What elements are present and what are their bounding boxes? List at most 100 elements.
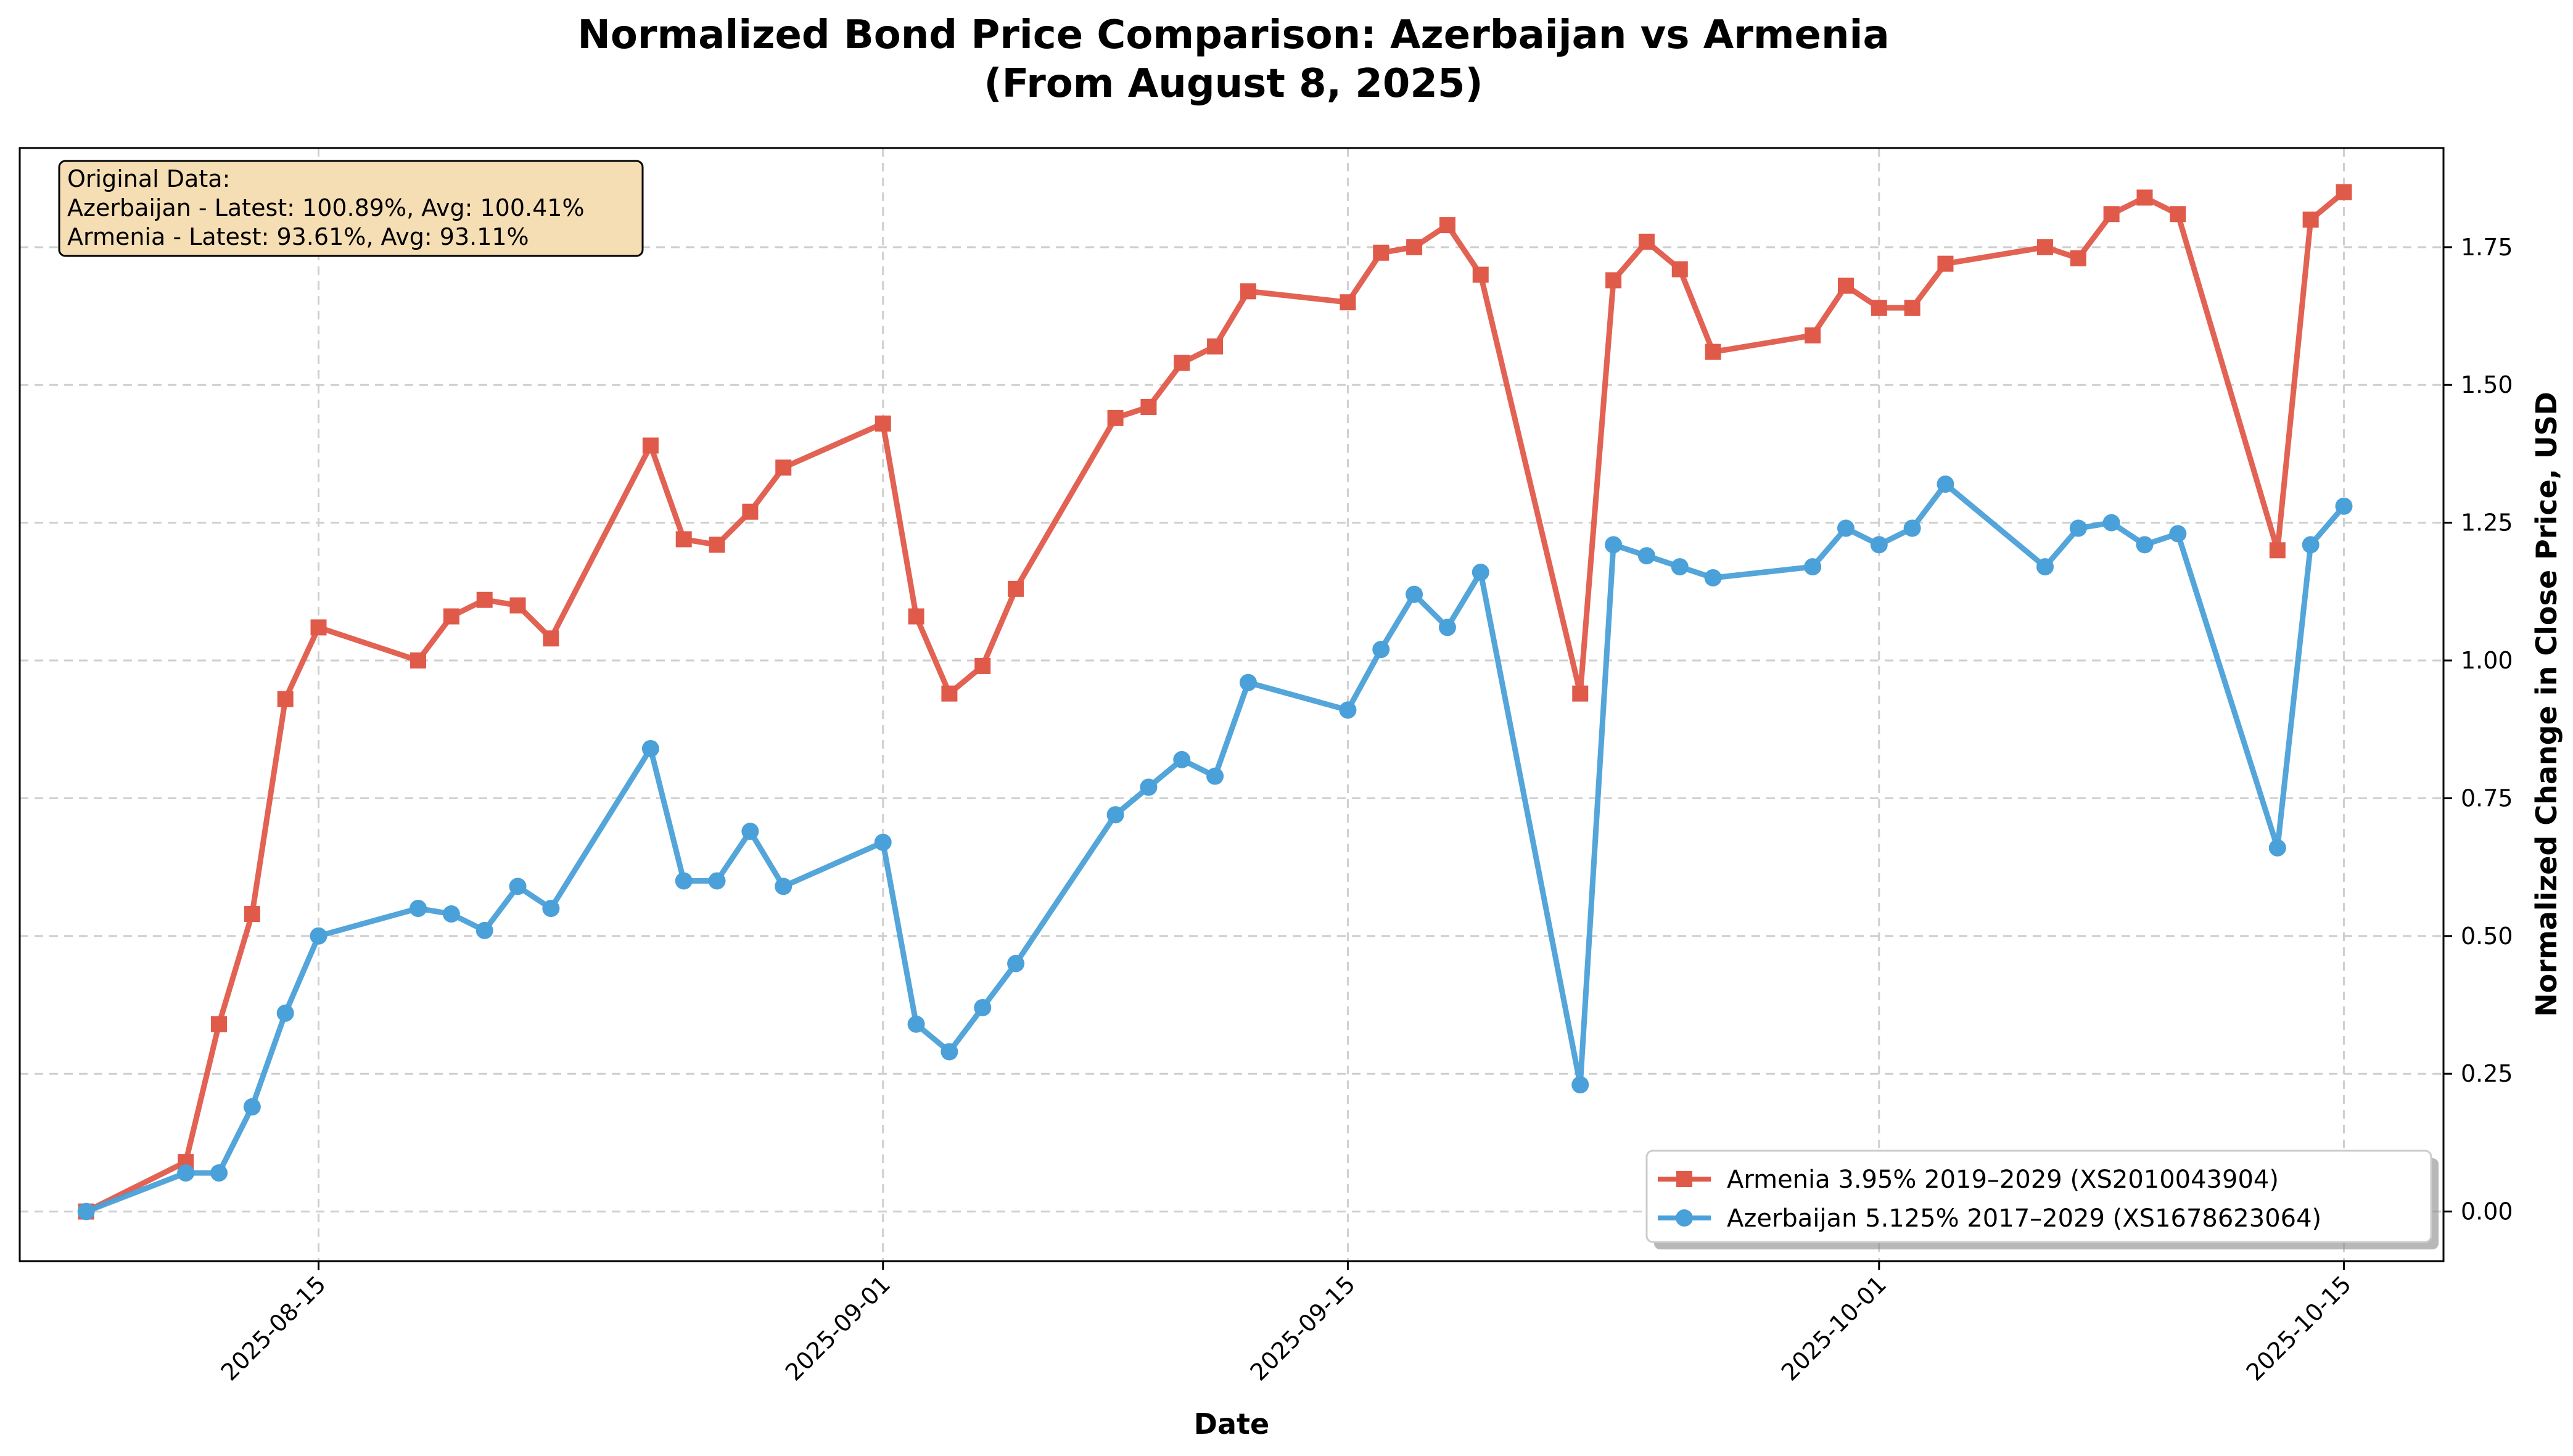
data-point xyxy=(1571,1076,1589,1094)
data-point xyxy=(543,630,559,647)
data-point xyxy=(1903,519,1921,537)
annotation-line-3: Armenia - Latest: 93.61%, Avg: 93.11% xyxy=(67,223,529,250)
data-point xyxy=(675,872,693,890)
annotation-line-2: Azerbaijan - Latest: 100.89%, Avg: 100.4… xyxy=(67,194,585,221)
data-point xyxy=(2136,536,2154,554)
data-point xyxy=(1207,338,1224,355)
data-point xyxy=(177,1164,195,1182)
data-point xyxy=(675,531,692,548)
series-layer xyxy=(77,184,2353,1220)
data-point xyxy=(210,1164,228,1182)
data-point xyxy=(775,459,792,476)
data-point xyxy=(741,823,759,841)
data-point xyxy=(1206,767,1224,785)
data-point xyxy=(1339,701,1357,719)
data-point xyxy=(410,900,427,918)
data-point xyxy=(1008,580,1024,597)
data-point xyxy=(2036,239,2053,255)
data-point xyxy=(2269,542,2286,559)
data-point xyxy=(2036,558,2054,576)
data-point xyxy=(708,872,726,890)
data-point xyxy=(1572,685,1589,702)
data-point xyxy=(1174,355,1190,371)
y-tick-label: 0.25 xyxy=(2461,1060,2513,1087)
data-point xyxy=(1140,778,1158,796)
data-point xyxy=(908,608,924,625)
data-point xyxy=(1705,343,1721,360)
data-point xyxy=(941,1043,958,1061)
data-point xyxy=(2103,206,2120,223)
data-point xyxy=(974,998,992,1016)
data-point xyxy=(476,591,493,608)
data-point xyxy=(211,1016,228,1032)
data-point xyxy=(410,652,427,669)
data-point xyxy=(2335,497,2353,515)
y-tick-label: 0.75 xyxy=(2461,784,2513,812)
data-point xyxy=(874,833,892,851)
legend-azerbaijan-label: Azerbaijan 5.125% 2017–2029 (XS167862306… xyxy=(1727,1204,2321,1233)
data-point xyxy=(1637,547,1655,565)
data-point xyxy=(509,597,526,614)
y-axis-label: Normalized Change in Close Price, USD xyxy=(2530,392,2563,1017)
data-point xyxy=(1804,558,1822,576)
y-tick-label: 1.50 xyxy=(2461,371,2513,398)
data-point xyxy=(1472,266,1489,283)
data-point xyxy=(2302,536,2320,554)
legend: Armenia 3.95% 2019–2029 (XS2010043904) A… xyxy=(1645,1150,2439,1249)
grid-lines xyxy=(20,148,2443,1261)
data-point xyxy=(77,1203,95,1220)
data-point xyxy=(1438,619,1456,636)
data-point xyxy=(542,900,560,918)
data-point xyxy=(2169,525,2187,543)
data-point xyxy=(2069,519,2087,537)
data-point xyxy=(1472,564,1489,582)
data-point xyxy=(442,905,460,923)
data-point xyxy=(875,415,891,432)
y-tick-label: 0.00 xyxy=(2461,1198,2513,1225)
legend-armenia-marker xyxy=(1676,1171,1692,1187)
data-point xyxy=(1173,751,1191,768)
legend-armenia-label: Armenia 3.95% 2019–2029 (XS2010043904) xyxy=(1727,1166,2279,1194)
data-point xyxy=(1106,806,1124,824)
data-point xyxy=(2170,206,2186,223)
data-point xyxy=(310,927,327,945)
data-point xyxy=(244,906,260,923)
data-point xyxy=(1704,569,1722,586)
data-point xyxy=(1340,294,1356,311)
data-point xyxy=(1605,536,1623,554)
data-point xyxy=(1937,475,1954,493)
legend-azerbaijan-marker xyxy=(1676,1209,1693,1227)
series-0 xyxy=(78,184,2352,1220)
data-point xyxy=(1937,255,1954,272)
data-point xyxy=(1638,233,1655,250)
data-point xyxy=(243,1098,261,1116)
x-axis-label: Date xyxy=(1194,1407,1269,1441)
data-point xyxy=(1837,519,1855,537)
data-point xyxy=(641,739,659,757)
data-point xyxy=(1406,585,1423,603)
annotation-box: Original Data: Azerbaijan - Latest: 100.… xyxy=(58,160,644,257)
plot-frame xyxy=(19,147,2445,1262)
data-point xyxy=(2302,212,2319,228)
data-point xyxy=(310,619,327,636)
data-point xyxy=(276,1004,294,1022)
data-point xyxy=(509,878,527,895)
data-point xyxy=(1239,673,1257,691)
data-point xyxy=(642,437,659,454)
data-point xyxy=(475,921,493,939)
data-point xyxy=(1240,283,1256,300)
data-point xyxy=(907,1015,925,1033)
data-point xyxy=(742,503,759,520)
data-point xyxy=(1805,327,1821,343)
data-point xyxy=(2336,184,2352,200)
y-tick-label: 1.25 xyxy=(2461,509,2513,537)
chart-title-line-2: (From August 8, 2025) xyxy=(984,61,1483,107)
y-tick-label: 0.50 xyxy=(2461,923,2513,950)
data-point xyxy=(1007,955,1025,973)
data-point xyxy=(709,537,725,553)
data-point xyxy=(2268,839,2286,857)
data-point xyxy=(1671,261,1688,278)
data-point xyxy=(1904,300,1920,316)
data-point xyxy=(2136,189,2153,206)
